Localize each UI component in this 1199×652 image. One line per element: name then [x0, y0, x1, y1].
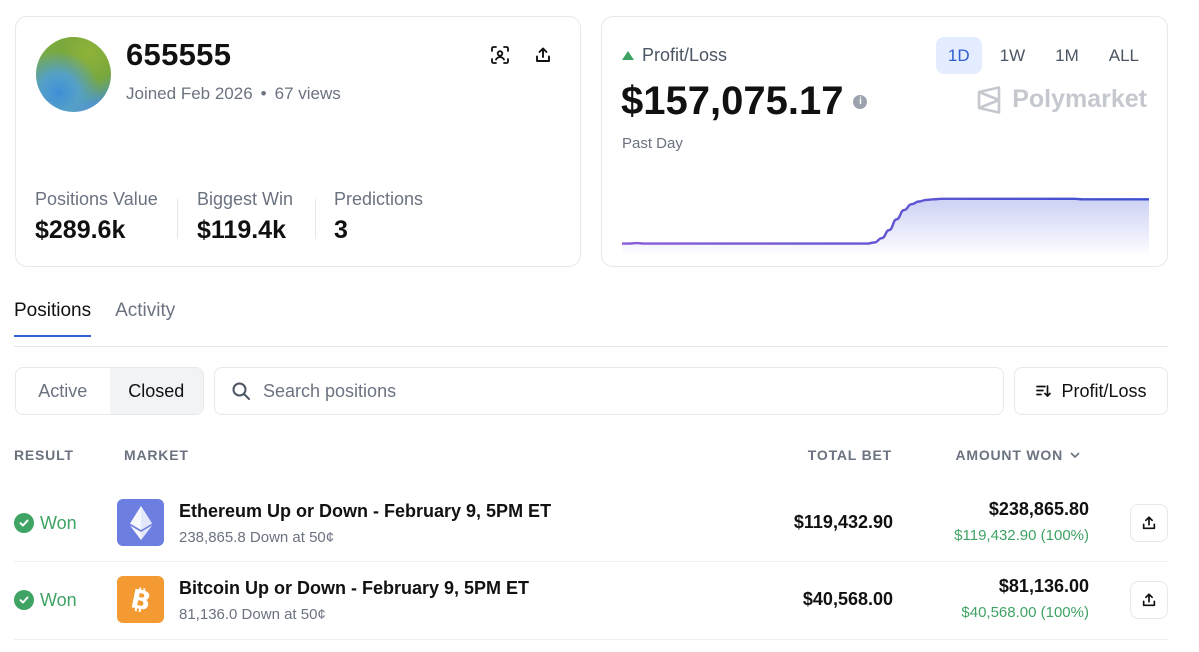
row-divider — [14, 639, 1168, 640]
trend-up-icon — [622, 51, 634, 60]
range-1w[interactable]: 1W — [999, 45, 1026, 65]
joined-date: Joined Feb 2026 — [126, 84, 253, 103]
profile-card: 655555 Joined Feb 2026 • 67 views Position… — [15, 16, 581, 267]
share-icon — [536, 47, 550, 62]
stat-value: 3 — [334, 216, 348, 244]
sparkline-area — [622, 198, 1149, 257]
profit-amount: $40,568.00 (100%) — [961, 604, 1089, 621]
result-status: Won — [14, 561, 77, 639]
stat-label: Predictions — [334, 189, 424, 209]
market-subtitle: 81,136.0 Down at 50¢ — [179, 606, 326, 623]
table-row[interactable]: Won Ethereum Up or Down - February 9, 5P… — [14, 484, 1168, 562]
row-divider — [14, 561, 1168, 562]
search-box — [214, 367, 1004, 415]
sparkline-line — [622, 197, 1149, 245]
search-icon — [232, 382, 250, 400]
sort-label: Profit/Loss — [1061, 380, 1147, 401]
range-all[interactable]: ALL — [1108, 45, 1139, 65]
profile-tabs: Positions Activity — [14, 300, 175, 337]
check-circle-icon — [14, 590, 34, 610]
profit-loss-card: Profit/Loss $157,075.17 i Past Day 1D 1W… — [601, 16, 1168, 267]
check-circle-icon — [14, 513, 34, 533]
stat-predictions: Predictions 3 — [334, 189, 423, 245]
amount-won: $81,136.00 — [998, 576, 1089, 596]
pnl-sparkline — [622, 197, 1149, 257]
header-total-bet: TOTAL BET — [807, 447, 892, 463]
info-icon[interactable]: i — [853, 94, 868, 109]
sort-button[interactable]: Profit/Loss — [1014, 367, 1168, 415]
total-bet: $119,432.90 — [793, 512, 893, 532]
stat-positions-value: Positions Value $289.6k — [35, 189, 158, 245]
total-bet: $40,568.00 — [802, 589, 893, 609]
share-position-button[interactable] — [1130, 581, 1168, 619]
search-input[interactable] — [263, 380, 963, 402]
share-icon — [1142, 593, 1156, 607]
stat-label: Biggest Win — [197, 189, 294, 209]
avatar — [36, 37, 111, 112]
qr-scan-button[interactable] — [486, 41, 514, 69]
share-profile-button[interactable] — [529, 41, 557, 69]
result-label: Won — [40, 512, 77, 533]
profile-meta: Joined Feb 2026 • 67 views — [126, 84, 341, 104]
view-count: 67 views — [274, 84, 341, 103]
active-filter-button[interactable]: Active — [38, 380, 88, 401]
username: 655555 — [126, 37, 232, 72]
share-icon — [1142, 516, 1156, 530]
pnl-label: Profit/Loss — [642, 45, 728, 65]
stat-biggest-win: Biggest Win $119.4k — [197, 189, 293, 245]
pnl-period: Past Day — [622, 135, 683, 152]
header-result: RESULT — [14, 447, 74, 463]
range-1d[interactable]: 1D — [935, 37, 982, 74]
scan-icon — [491, 46, 509, 64]
pnl-value-wrap: $157,075.17 i — [621, 79, 868, 124]
pnl-header: Profit/Loss — [622, 45, 727, 66]
profit-amount: $119,432.90 (100%) — [954, 527, 1089, 544]
result-label: Won — [40, 589, 77, 610]
closed-filter-button[interactable]: Closed — [109, 368, 203, 414]
chevron-down-icon — [1070, 452, 1080, 458]
header-market: MARKET — [124, 447, 189, 463]
stat-value: $119.4k — [197, 216, 286, 244]
sort-icon — [1036, 385, 1052, 397]
brand-name: Polymarket — [1012, 85, 1147, 113]
table-row[interactable]: Won B Bitcoin Up or Down - February 9, 5… — [14, 561, 1168, 639]
tabs-divider — [14, 346, 1168, 347]
bitcoin-icon: B — [117, 576, 164, 623]
amount-won: $238,865.80 — [988, 499, 1089, 519]
ethereum-icon — [117, 499, 164, 546]
stat-label: Positions Value — [35, 189, 158, 209]
polymarket-logo-icon — [977, 85, 1001, 114]
separator-dot: • — [260, 84, 267, 103]
tab-activity[interactable]: Activity — [115, 300, 176, 321]
polymarket-watermark: Polymarket — [976, 85, 1147, 114]
pnl-value: $157,075.17 — [621, 79, 844, 123]
time-range-selector: 1D 1W 1M ALL — [935, 37, 1151, 74]
stat-value: $289.6k — [35, 216, 126, 244]
market-subtitle: 238,865.8 Down at 50¢ — [179, 529, 335, 546]
stat-divider — [177, 199, 178, 239]
stat-divider — [315, 199, 316, 239]
share-position-button[interactable] — [1130, 504, 1168, 542]
range-1m[interactable]: 1M — [1055, 45, 1079, 65]
market-title[interactable]: Bitcoin Up or Down - February 9, 5PM ET — [179, 578, 530, 598]
market-title[interactable]: Ethereum Up or Down - February 9, 5PM ET — [179, 501, 552, 521]
tab-positions[interactable]: Positions — [14, 300, 92, 337]
result-status: Won — [14, 484, 77, 562]
header-amount-won-label: AMOUNT WON — [955, 447, 1063, 463]
status-toggle: Active Closed — [15, 367, 204, 415]
header-amount-won[interactable]: AMOUNT WON — [955, 447, 1081, 463]
